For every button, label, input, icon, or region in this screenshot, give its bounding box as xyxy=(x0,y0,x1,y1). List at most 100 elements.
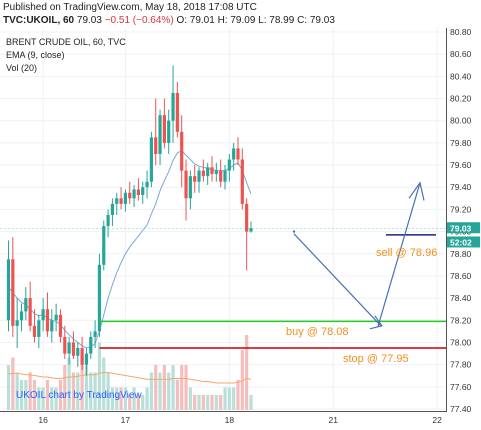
y-tick-label: 77.80 xyxy=(450,360,472,370)
candle-body xyxy=(193,176,197,182)
volume-bar xyxy=(28,372,32,410)
symbol-line: TVC:UKOIL, 60 79.03 −0.51 (−0.64%) O: 79… xyxy=(3,15,335,26)
volume-bar xyxy=(136,395,140,410)
x-tick-label: 21 xyxy=(329,415,339,425)
price-axis[interactable]: 80.80 80.60 80.40 80.20 80.00 79.80 79.60 79.40… xyxy=(446,28,481,414)
legend-title: BRENT CRUDE OIL, 60, TVC xyxy=(6,37,126,47)
y-tick-label: 79.80 xyxy=(450,138,472,148)
candle-body xyxy=(28,298,32,326)
candle-body xyxy=(37,320,41,337)
volume-bar xyxy=(45,380,50,410)
candle-body xyxy=(249,228,253,232)
price-change: −0.51 (−0.64%) xyxy=(104,15,174,26)
last-price: 79.03 xyxy=(76,15,102,26)
volume-bar xyxy=(128,395,132,410)
ohlc-values: O: 79.01 H: 79.09 L: 78.99 C: 79.03 xyxy=(176,15,335,26)
candle-body xyxy=(132,189,136,199)
candle-body xyxy=(71,342,76,356)
candle-body xyxy=(89,336,93,354)
volume-bar xyxy=(141,395,145,410)
candle-body xyxy=(63,336,67,354)
candle-body xyxy=(128,192,132,199)
candle-body xyxy=(6,259,11,321)
y-tick-label: 80.60 xyxy=(450,49,472,59)
projection-down-line xyxy=(293,233,382,327)
volume-bar xyxy=(54,387,58,410)
volume-bar xyxy=(41,387,45,410)
volume-bar xyxy=(89,372,93,410)
volume-bar xyxy=(106,372,110,410)
y-tick-label: 80.40 xyxy=(450,71,472,81)
watermark: UKOIL chart by TradingView xyxy=(16,390,142,401)
volume-bar xyxy=(210,395,214,410)
candle-body xyxy=(11,259,15,326)
volume-bar xyxy=(97,342,102,410)
volume-bar xyxy=(93,372,97,410)
volume-bar xyxy=(206,395,210,410)
projection-up-line xyxy=(377,182,421,328)
volume-bar xyxy=(11,357,15,410)
levels xyxy=(99,234,446,349)
volume-bar xyxy=(19,380,24,410)
candle-body xyxy=(245,203,249,232)
y-tick-label: 80.00 xyxy=(450,116,472,126)
volume-bars xyxy=(6,335,253,410)
volume-bar xyxy=(236,380,240,410)
volume-bar xyxy=(115,387,119,410)
y-tick-label: 80.80 xyxy=(450,28,472,37)
volume-bar xyxy=(80,357,84,410)
candle-body xyxy=(41,309,45,321)
y-tick-label: 79.40 xyxy=(450,182,472,192)
candle-body xyxy=(50,320,54,332)
candle-body xyxy=(154,137,158,154)
volume-bar xyxy=(58,380,63,410)
candle-body xyxy=(141,187,145,195)
candle-body xyxy=(188,176,192,199)
legend-vol: Vol (20) xyxy=(6,63,37,73)
price-tag-bg xyxy=(447,222,480,234)
volume-bar xyxy=(240,350,244,410)
candle-body xyxy=(24,298,28,312)
stop-annotation: stop @ 77.95 xyxy=(343,353,409,365)
symbol-label: TVC:UKOIL, 60 xyxy=(3,15,75,26)
volume-bar xyxy=(84,365,89,410)
candle-body xyxy=(15,320,19,326)
candle-body xyxy=(197,170,201,182)
x-tick-label: 18 xyxy=(225,415,235,425)
candle-body xyxy=(210,167,214,174)
candle-body xyxy=(84,353,89,365)
legend-ema: EMA (9, close) xyxy=(6,50,65,60)
candle-body xyxy=(236,148,240,160)
volume-bar xyxy=(184,365,188,410)
y-tick-label: 79.60 xyxy=(450,160,472,170)
candle-body xyxy=(32,325,37,337)
volume-bar xyxy=(102,357,106,410)
volume-bar xyxy=(32,380,37,410)
candle-body xyxy=(171,92,175,121)
projection-start-dot xyxy=(292,230,296,233)
price-tag-label: 52:02 xyxy=(450,237,472,247)
y-tick-label: 77.60 xyxy=(450,382,472,392)
volume-bar xyxy=(193,395,197,410)
volume-bar xyxy=(15,372,19,410)
volume-bar xyxy=(149,372,153,410)
volume-bar xyxy=(171,365,175,410)
volume-bar xyxy=(232,387,236,410)
arrowhead-down xyxy=(369,315,383,330)
price-chart[interactable]: BRENT CRUDE OIL, 60, TVC EMA (9, close) … xyxy=(0,28,481,430)
candle-body xyxy=(80,348,84,365)
volume-bar xyxy=(76,372,80,410)
volume-bar xyxy=(67,357,71,410)
volume-bar xyxy=(197,395,201,410)
volume-bar xyxy=(132,387,136,410)
candle-body xyxy=(110,203,115,215)
candle-body xyxy=(214,170,218,174)
candle-body xyxy=(158,115,162,154)
volume-ma-line xyxy=(8,372,252,384)
time-axis[interactable]: 16 17 18 21 22 xyxy=(0,411,447,426)
volume-bar xyxy=(219,395,223,410)
volume-bar xyxy=(249,395,253,410)
volume-bar xyxy=(223,387,227,410)
candle-body xyxy=(97,264,102,332)
